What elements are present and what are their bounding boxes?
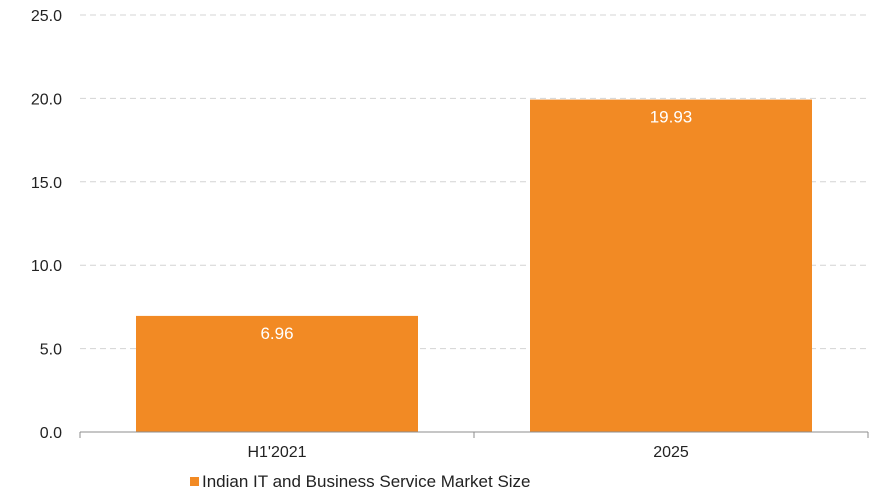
y-tick-label: 0.0 [40, 425, 62, 442]
x-category-label: 2025 [653, 444, 689, 461]
bars [136, 99, 812, 432]
legend-swatch [190, 477, 199, 486]
y-tick-label: 20.0 [31, 91, 62, 108]
bar-value-label: 19.93 [650, 108, 693, 127]
bar-value-label: 6.96 [260, 324, 293, 343]
labels: 0.0 5.0 10.0 15.0 20.0 25.0 6.96 H1'2021 19.93 20… [31, 8, 692, 461]
y-tick-label: 10.0 [31, 258, 62, 275]
legend: Indian IT and Business Service Market Si… [190, 472, 531, 491]
y-tick-label: 5.0 [40, 342, 62, 359]
y-tick-label: 15.0 [31, 175, 62, 192]
legend-label: Indian IT and Business Service Market Si… [202, 472, 531, 491]
axes [79, 431, 869, 438]
bar [530, 99, 812, 432]
y-tick-label: 25.0 [31, 8, 62, 25]
x-category-label: H1'2021 [247, 444, 306, 461]
bar [136, 315, 418, 432]
